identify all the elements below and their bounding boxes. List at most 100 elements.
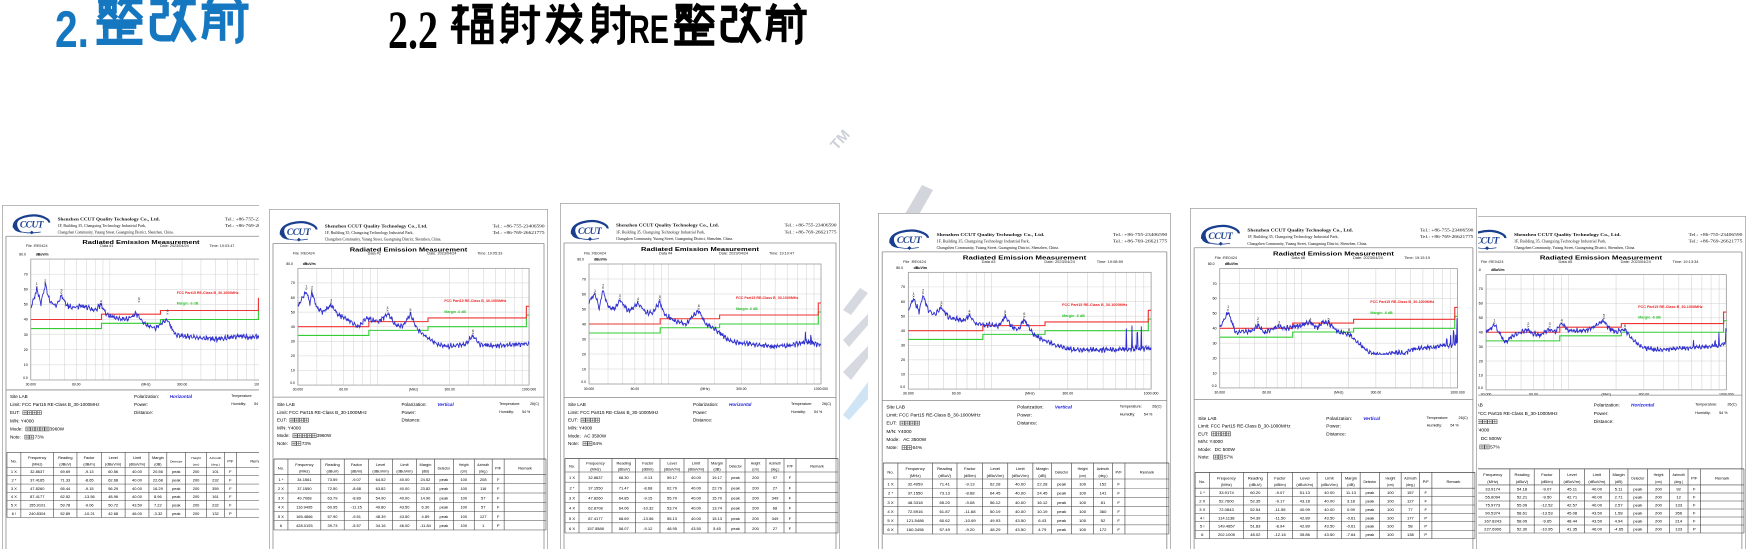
svg-text:73%: 73% [35,435,44,440]
svg-text:(dB): (dB) [1615,479,1623,484]
svg-text:71.33: 71.33 [60,478,70,483]
svg-text:160.3456: 160.3456 [906,527,924,532]
svg-text:(cm): (cm) [1387,483,1394,487]
svg-text:F: F [789,516,792,521]
svg-text:Date: 2023/04/24: Date: 2023/04/24 [1044,260,1075,264]
svg-text:1F, Building 35, Changxing Tec: 1F, Building 35, Changxing Technology In… [58,223,146,229]
svg-text:(cm): (cm) [1079,474,1086,478]
svg-text:200: 200 [193,503,200,508]
svg-text:peak: peak [1633,503,1642,508]
svg-text:Polarization:: Polarization: [1326,416,1352,421]
svg-text:-9.07: -9.07 [1275,490,1285,495]
svg-text:EUT:: EUT: [568,418,578,423]
svg-text:4 X: 4 X [887,509,894,514]
svg-text:Time: 19:10:47: Time: 19:10:47 [769,252,794,256]
svg-text:M/N: Y4000: M/N: Y4000 [1478,428,1490,433]
svg-text:3 X: 3 X [278,496,284,501]
svg-text:40: 40 [1212,327,1216,331]
svg-text:72.5916: 72.5916 [908,509,924,514]
svg-text:Margin: Margin [1345,476,1357,481]
svg-text:6: 6 [1023,312,1025,316]
svg-text:Height: Height [459,463,469,467]
svg-text:peak: peak [1057,509,1067,514]
svg-text:64%: 64% [593,441,602,446]
svg-text:2: 2 [311,286,313,290]
svg-text:81: 81 [1101,500,1106,505]
svg-text:-10.95: -10.95 [1541,527,1554,532]
svg-text:24.52: 24.52 [420,477,430,482]
svg-text:Tel.: +86-769-26621775: Tel.: +86-769-26621775 [225,223,259,228]
svg-text:4: 4 [387,306,389,310]
svg-text:-8.65: -8.65 [85,478,94,483]
svg-text:48.44: 48.44 [1567,519,1578,524]
svg-text:(dB/m): (dB/m) [964,473,977,478]
svg-text:Site LAB: Site LAB [1198,416,1216,421]
svg-text:Detector: Detector [729,464,742,468]
svg-text:(dBuV): (dBuV) [938,473,951,478]
svg-text:peak: peak [440,477,449,482]
svg-text:peak: peak [1365,532,1375,537]
svg-text:DC 500W: DC 500W [1481,436,1502,441]
svg-text:peak: peak [1057,500,1067,505]
svg-text:40.00: 40.00 [1015,482,1026,487]
svg-text:56.12: 56.12 [990,500,1001,505]
svg-text:1F, Building 35, Changxing Tec: 1F, Building 35, Changxing Technology In… [1247,234,1338,240]
svg-text:4 X: 4 X [278,505,284,510]
svg-text:Changzhen Community, Yutang St: Changzhen Community, Yutang Street, Guan… [937,245,1059,251]
svg-text:Changzhen Community, Yutang St: Changzhen Community, Yutang Street, Guan… [325,237,442,243]
svg-text:(deg.): (deg.) [211,463,220,467]
svg-text:(MHz): (MHz) [910,473,922,478]
svg-text:62.52: 62.52 [60,494,70,499]
svg-text:peak: peak [731,516,740,521]
svg-text:60.00: 60.00 [72,383,81,387]
svg-text:F: F [229,469,232,474]
svg-text:40: 40 [291,325,295,329]
svg-text:Tel.: +86-769-26621775: Tel.: +86-769-26621775 [785,229,837,234]
svg-text:-12.16: -12.16 [1274,532,1286,537]
svg-text:(dB/m): (dB/m) [1274,482,1287,487]
svg-text:Frequency: Frequency [28,456,46,460]
svg-text:CCUT: CCUT [20,220,44,230]
svg-text:47.8260: 47.8260 [30,486,44,491]
svg-text:(MHz): (MHz) [409,388,418,392]
svg-text:Data #3: Data #3 [982,260,996,264]
svg-text:80.0: 80.0 [1208,262,1215,266]
svg-text:30: 30 [24,333,28,337]
svg-text:(dB/m): (dB/m) [351,470,363,474]
svg-text:(dB/m): (dB/m) [83,463,95,467]
svg-text:80.0: 80.0 [19,253,26,257]
svg-text:No.: No. [1199,479,1205,484]
svg-text:peak: peak [440,486,449,491]
svg-text:Power:: Power: [134,402,148,407]
svg-text:Humidity:: Humidity: [1427,424,1442,428]
svg-text:peak: peak [1057,527,1067,532]
svg-text:40.00: 40.00 [1592,487,1603,492]
svg-text:RE: RE [629,8,669,52]
svg-text:100: 100 [1387,490,1395,495]
svg-text:32.8637: 32.8637 [30,469,44,474]
svg-text:F: F [1693,495,1696,500]
svg-text:peak: peak [1633,495,1642,500]
svg-text:37.1550: 37.1550 [908,491,924,496]
svg-text:(dB): (dB) [713,466,721,471]
svg-text:2 *: 2 * [570,485,575,490]
svg-text:3: 3 [940,301,942,305]
svg-text:157: 157 [1407,490,1415,495]
svg-text:Reading: Reading [937,466,952,471]
svg-text:Height: Height [1654,473,1664,477]
svg-text:Detector: Detector [1364,480,1378,484]
svg-text:F: F [1693,511,1696,516]
svg-text:2: 2 [44,279,46,283]
svg-text:22.28: 22.28 [1037,482,1048,487]
svg-text:CCUT: CCUT [1478,237,1501,247]
svg-text:127: 127 [1407,499,1415,504]
svg-text:F: F [1117,509,1120,514]
svg-text:Detector: Detector [1631,477,1645,481]
svg-text:6.30: 6.30 [422,505,431,510]
svg-text:-8.89: -8.89 [352,496,361,501]
svg-text:40.00: 40.00 [1015,491,1026,496]
svg-text:5 X: 5 X [887,518,894,523]
svg-text:60.00: 60.00 [339,388,348,392]
svg-text:1 X: 1 X [11,469,17,474]
svg-text:-10.69: -10.69 [964,518,977,523]
